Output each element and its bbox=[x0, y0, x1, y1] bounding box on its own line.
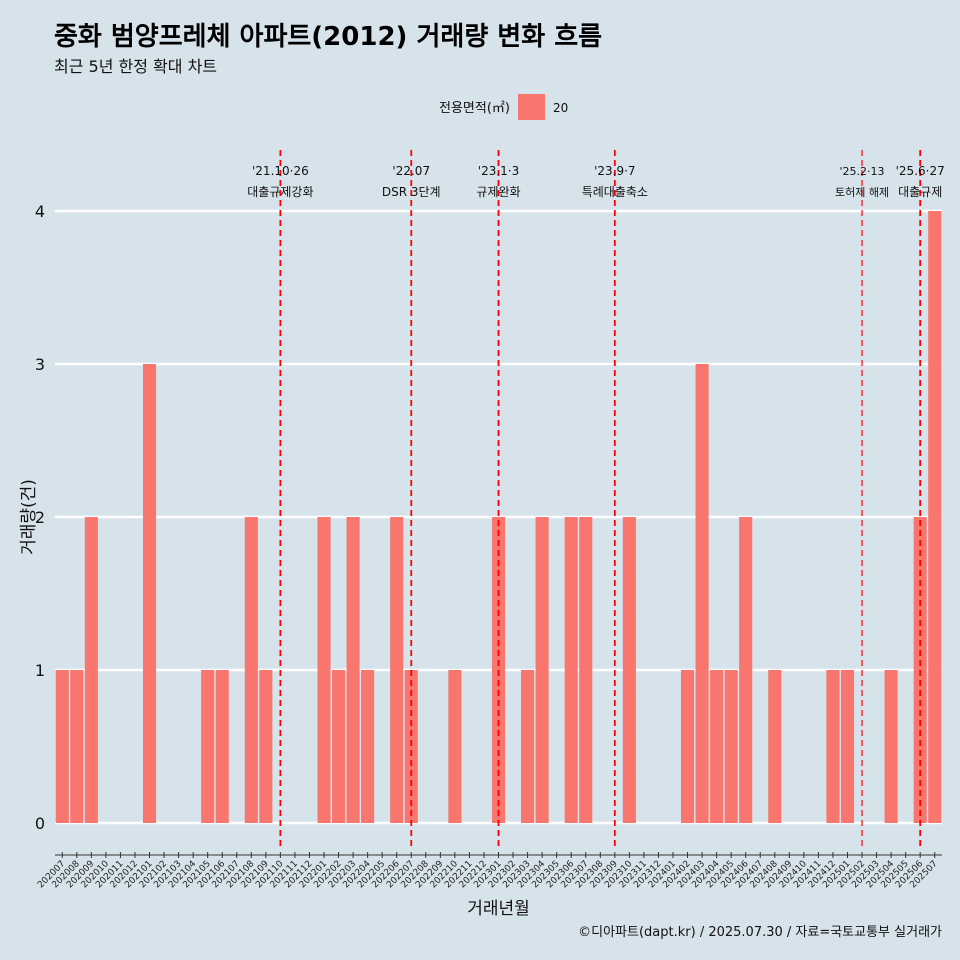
bar bbox=[840, 670, 855, 823]
y-tick-label: 1 bbox=[35, 661, 45, 680]
y-tick-label: 0 bbox=[35, 814, 45, 833]
bar bbox=[535, 517, 549, 823]
bar bbox=[680, 670, 695, 823]
bar bbox=[317, 517, 331, 823]
bar bbox=[622, 517, 636, 823]
bar bbox=[70, 670, 84, 823]
x-axis-title: 거래년월 bbox=[467, 899, 530, 919]
bar bbox=[201, 670, 215, 823]
chart-subtitle: 최근 5년 한정 확대 차트 bbox=[54, 57, 218, 76]
bar bbox=[448, 670, 462, 823]
event-date-label: '25.6·27 bbox=[896, 164, 945, 178]
event-date-label: '22.07 bbox=[392, 164, 430, 178]
bar bbox=[142, 364, 157, 823]
legend-title: 전용면적(㎡) bbox=[439, 101, 510, 116]
event-name-label: DSR 3단계 bbox=[382, 185, 441, 199]
event-date-label: '25.2·13 bbox=[840, 165, 885, 178]
bar bbox=[390, 517, 404, 823]
event-name-label: 규제완화 bbox=[476, 185, 520, 199]
bar bbox=[564, 517, 578, 823]
y-tick-label: 2 bbox=[35, 508, 45, 527]
y-tick-label: 4 bbox=[35, 202, 45, 221]
y-tick-label: 3 bbox=[35, 355, 45, 374]
bar bbox=[724, 670, 738, 823]
y-axis-title: 거래량(건) bbox=[19, 479, 39, 555]
bar bbox=[739, 517, 753, 823]
source-caption: ©디아파트(dapt.kr) / 2025.07.30 / 자료=국토교통부 실… bbox=[578, 925, 942, 940]
bar bbox=[55, 670, 69, 823]
bar bbox=[84, 517, 98, 823]
event-date-label: '23.1·3 bbox=[478, 164, 519, 178]
chart-title: 중화 범양프레체 아파트(2012) 거래량 변화 흐름 bbox=[54, 22, 603, 52]
legend-swatch bbox=[518, 94, 545, 120]
event-name-label: 대출규제 bbox=[898, 185, 942, 199]
legend-label: 20 bbox=[553, 101, 568, 115]
bar bbox=[579, 517, 593, 823]
event-name-label: 대출규제강화 bbox=[247, 185, 313, 199]
bar bbox=[346, 517, 360, 823]
bar bbox=[332, 670, 346, 823]
bar bbox=[928, 211, 942, 823]
bar bbox=[884, 670, 898, 823]
bar bbox=[521, 670, 535, 823]
bar bbox=[259, 670, 273, 823]
bar bbox=[404, 670, 418, 823]
bar bbox=[710, 670, 724, 823]
bar bbox=[244, 517, 258, 823]
event-name-label: 토허제 해제 bbox=[835, 185, 889, 199]
event-name-label: 특례대출축소 bbox=[582, 185, 648, 199]
event-date-label: '23.9·7 bbox=[594, 164, 635, 178]
bar bbox=[361, 670, 375, 823]
bar bbox=[826, 670, 840, 823]
bar bbox=[768, 670, 782, 823]
bar bbox=[215, 670, 229, 823]
bar bbox=[695, 364, 709, 823]
event-date-label: '21.10·26 bbox=[252, 164, 309, 178]
